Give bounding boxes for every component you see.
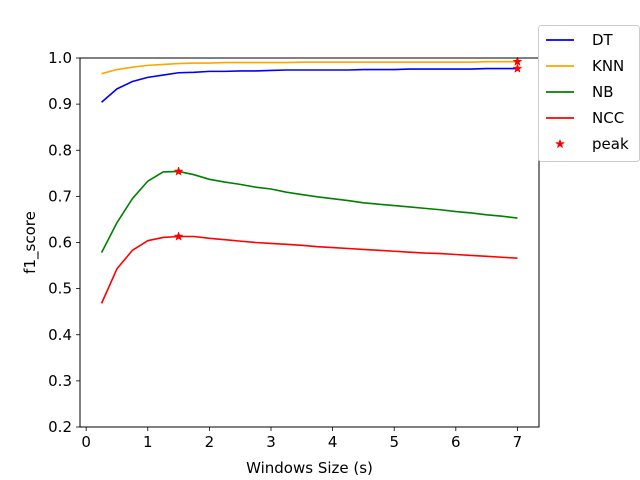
y-tick-label: 0.5 [48,280,72,298]
x-tick-label: 6 [451,433,461,451]
series-line-dt [101,67,518,103]
legend-swatch-peak [555,138,565,149]
peak-marker [512,56,523,66]
x-tick-label: 0 [81,433,91,451]
plot-frame [79,57,540,428]
x-tick-label: 4 [328,433,338,451]
x-axis-label: Windows Size (s) [246,459,373,477]
x-tick-label: 2 [205,433,215,451]
legend: DT KNN NB NCC peak [538,25,640,162]
plot-lines [100,60,518,304]
legend-label-peak: peak [592,135,629,153]
y-tick-label: 0.4 [48,326,72,344]
x-tick-label: 7 [513,433,523,451]
legend-label-dt: DT [592,31,614,49]
x-tick-label: 3 [266,433,276,451]
x-tick-label: 5 [389,433,399,451]
y-tick-label: 1.0 [48,49,72,67]
series-line-nb [100,170,518,254]
y-axis-label: f1_score [21,211,40,274]
peak-marker [512,63,523,73]
legend-label-ncc: NCC [592,109,624,127]
legend-label-nb: NB [592,83,614,101]
y-tick-label: 0.9 [48,95,72,113]
y-tick-label: 0.7 [48,187,72,205]
y-tick-label: 0.3 [48,372,72,390]
y-tick-label: 0.2 [48,418,72,436]
series-line-knn [101,60,518,75]
series-line-ncc [100,235,518,304]
x-tick-label: 1 [143,433,153,451]
peak-markers [173,56,523,241]
y-tick-label: 0.8 [48,141,72,159]
y-axis: 0.2 0.3 0.4 0.5 0.6 0.7 0.8 0.9 1.0 [48,49,80,436]
x-axis: 0 1 2 3 4 5 6 7 [81,427,522,451]
peak-marker [173,231,184,241]
legend-label-knn: KNN [592,57,624,75]
y-tick-label: 0.6 [48,234,72,252]
peak-marker [173,166,184,176]
